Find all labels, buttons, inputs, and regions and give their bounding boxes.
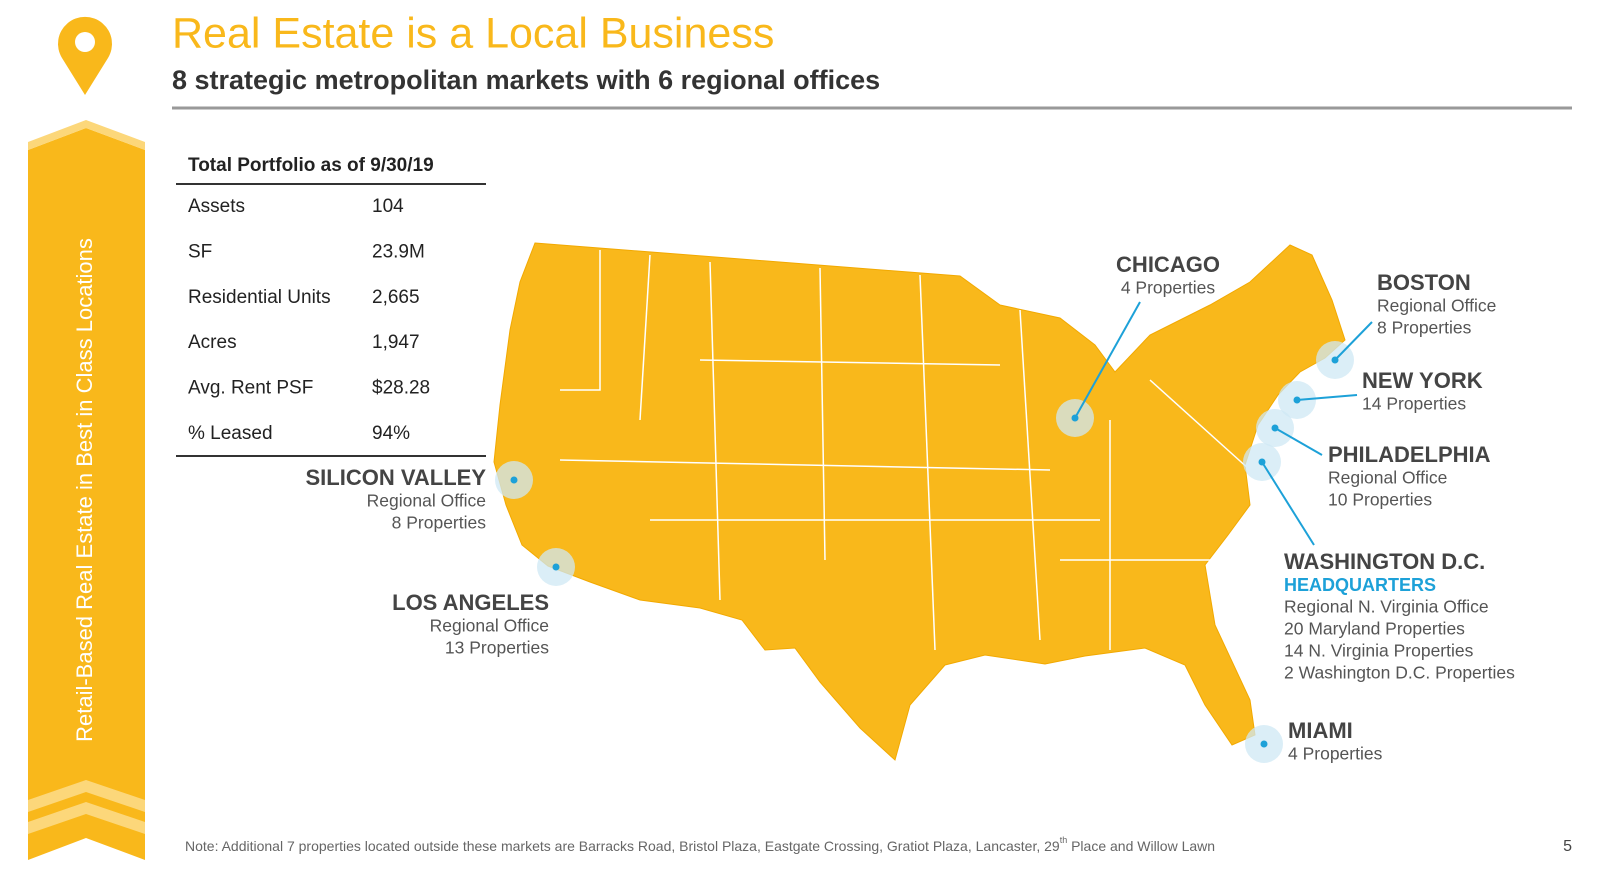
row-value: 23.9M xyxy=(372,241,425,262)
row-value: $28.28 xyxy=(372,378,430,399)
market-detail: Regional Office xyxy=(1377,296,1496,316)
leader-line xyxy=(1274,427,1323,456)
state-lines xyxy=(559,250,1251,651)
row-value: 2,665 xyxy=(372,287,420,308)
market-detail: 10 Properties xyxy=(1328,490,1432,510)
marker-dot xyxy=(1293,396,1301,404)
leader-line xyxy=(1261,461,1315,546)
market-detail: Regional Office xyxy=(1328,468,1447,488)
marker-dot xyxy=(1258,458,1266,466)
market-name: MIAMI xyxy=(1288,718,1353,743)
markers xyxy=(495,301,1373,763)
row-label: Assets xyxy=(188,196,245,217)
chevron xyxy=(28,780,145,812)
market-name: WASHINGTON D.C. xyxy=(1284,549,1485,574)
row-value: 1,947 xyxy=(372,332,420,353)
market-name: LOS ANGELES xyxy=(392,590,549,615)
table: Assets 104 SF 23.9M Residential Units 2,665 Ac… xyxy=(188,196,430,444)
market-detail: 13 Properties xyxy=(445,638,549,658)
us-map xyxy=(493,242,1346,761)
market-name: NEW YORK xyxy=(1362,368,1483,393)
market-detail: Regional Office xyxy=(367,491,486,511)
leader-line xyxy=(1296,394,1358,401)
pin-hole xyxy=(75,32,95,52)
market-detail: 20 Maryland Properties xyxy=(1284,619,1465,639)
market-name: BOSTON xyxy=(1377,270,1471,295)
marker-dot xyxy=(552,563,560,571)
market-detail: 14 N. Virginia Properties xyxy=(1284,641,1474,661)
market-detail: 14 Properties xyxy=(1362,394,1466,414)
subtitle: 8 strategic metropolitan markets with 6 … xyxy=(172,65,880,95)
row-label: Avg. Rent PSF xyxy=(188,378,313,399)
row-value: 104 xyxy=(372,196,404,217)
market-detail: 8 Properties xyxy=(1377,318,1472,338)
marker-dot xyxy=(1260,740,1268,748)
market-name: CHICAGO xyxy=(1116,252,1220,277)
marker-dot xyxy=(1331,356,1339,364)
marker-dot xyxy=(1071,414,1079,422)
leader-line xyxy=(1334,321,1373,361)
title: Real Estate is a Local Business xyxy=(172,9,774,57)
market-detail: 4 Properties xyxy=(1121,278,1216,298)
market-detail: 2 Washington D.C. Properties xyxy=(1284,663,1515,683)
row-label: Acres xyxy=(188,332,237,353)
note: Note: Additional 7 properties located ou… xyxy=(185,835,1215,853)
market-detail: Regional N. Virginia Office xyxy=(1284,597,1489,617)
headquarters: HEADQUARTERS xyxy=(1284,575,1436,595)
row-label: SF xyxy=(188,241,212,262)
market-detail: 8 Properties xyxy=(392,513,487,533)
leader-line xyxy=(1074,301,1141,419)
pin-icon xyxy=(58,16,112,95)
chevron xyxy=(28,802,145,834)
marker-dot xyxy=(1271,424,1279,432)
row-value: 94% xyxy=(372,423,410,444)
market-detail: 4 Properties xyxy=(1288,744,1383,764)
market-detail: Regional Office xyxy=(430,616,549,636)
row-label: % Leased xyxy=(188,423,273,444)
table-title: Total Portfolio as of 9/30/19 xyxy=(188,155,434,176)
chevron xyxy=(28,120,145,150)
marker-dot xyxy=(510,476,518,484)
row-label: Residential Units xyxy=(188,287,331,308)
page-number: 5 xyxy=(1563,838,1572,855)
sidebar-text: Retail-Based Real Estate in Best in Clas… xyxy=(72,238,97,742)
sidebar xyxy=(28,128,145,860)
market-name: SILICON VALLEY xyxy=(306,465,487,490)
market-name: PHILADELPHIA xyxy=(1328,442,1491,467)
